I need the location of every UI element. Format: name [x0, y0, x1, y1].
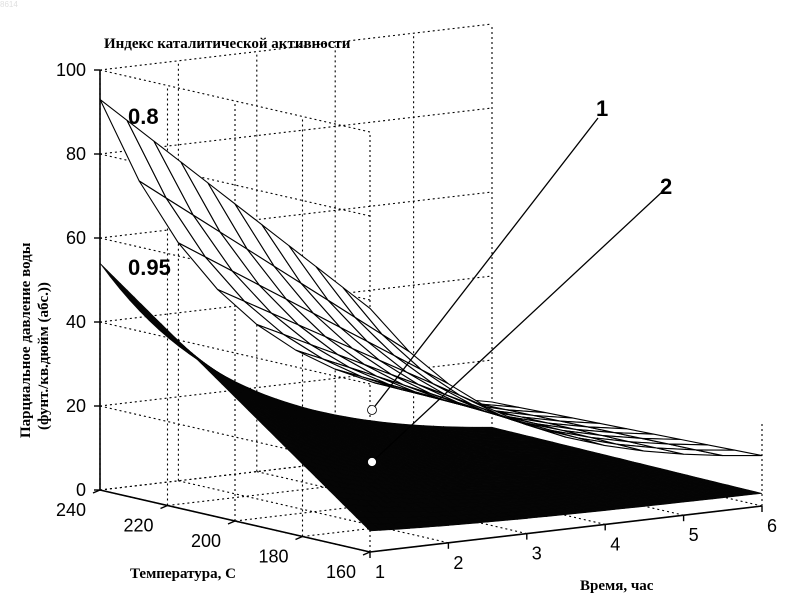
grid-line: [234, 474, 628, 522]
pointer-line-1: [371, 117, 599, 411]
surface-label-0-8: 0.8: [128, 104, 159, 129]
grid-line: [99, 321, 371, 385]
z-tick-label: 60: [66, 228, 86, 248]
marker-2: [367, 457, 377, 467]
y-tick-label: 160: [326, 562, 356, 582]
surface-label-0-95: 0.95: [128, 255, 171, 280]
y-tickmark: [160, 504, 168, 510]
grid-line: [178, 480, 449, 544]
z-axis-label-line2: (фунт./кв.дюйм (абс.)): [36, 282, 52, 430]
x-tick-label: 2: [453, 553, 463, 573]
y-tick-label: 240: [56, 500, 86, 520]
grid-line: [99, 443, 493, 491]
y-tickmark: [295, 535, 303, 541]
x-tick-label: 6: [767, 516, 777, 536]
z-tick-label: 80: [66, 144, 86, 164]
x-axis-line: [369, 505, 763, 553]
grid-line: [99, 69, 371, 133]
grid-line: [99, 23, 493, 71]
tick-labels: 0 20 40 60 80 100 1 2 3 4 5 6 160 180 200 220 240: [56, 60, 777, 582]
grid-line: [167, 458, 560, 507]
marker-1: [367, 405, 377, 415]
y-axis-label: Температура, С: [130, 566, 236, 582]
surface-patch: [745, 491, 763, 495]
y-tickmark: [227, 520, 236, 525]
z-axis-label-line1: Парциальное давление воды: [18, 242, 34, 438]
x-tick-label: 4: [610, 534, 620, 554]
surface-patch: [695, 449, 763, 457]
y-tick-label: 220: [123, 516, 153, 536]
watermark: 8614: [0, 0, 18, 9]
y-tickmark: [362, 551, 371, 556]
grid-line: [99, 275, 493, 323]
z-tick-label: 0: [76, 480, 86, 500]
z-tick-label: 20: [66, 396, 86, 416]
annotation-1: 1: [596, 96, 608, 121]
x-tick-label: 5: [689, 525, 699, 545]
surface-0-95: [99, 262, 763, 532]
x-tick-label: 3: [532, 544, 542, 564]
grid-line: [99, 359, 493, 407]
z-tick-label: 40: [66, 312, 86, 332]
y-tickmark: [92, 489, 101, 494]
surface-0-8: [99, 98, 763, 457]
y-tick-label: 200: [191, 531, 221, 551]
annotation-2: 2: [660, 174, 672, 199]
chart-title: Индекс каталитической активности: [104, 36, 351, 52]
grid-line: [99, 191, 493, 239]
grid-line: [99, 107, 493, 155]
x-tick-label: 1: [375, 562, 385, 582]
z-tick-label: 100: [56, 60, 86, 80]
x-axis-label: Время, час: [580, 578, 654, 594]
grid-line: [256, 471, 527, 535]
pointer-line-2: [371, 191, 663, 463]
y-tick-label: 180: [258, 547, 288, 567]
